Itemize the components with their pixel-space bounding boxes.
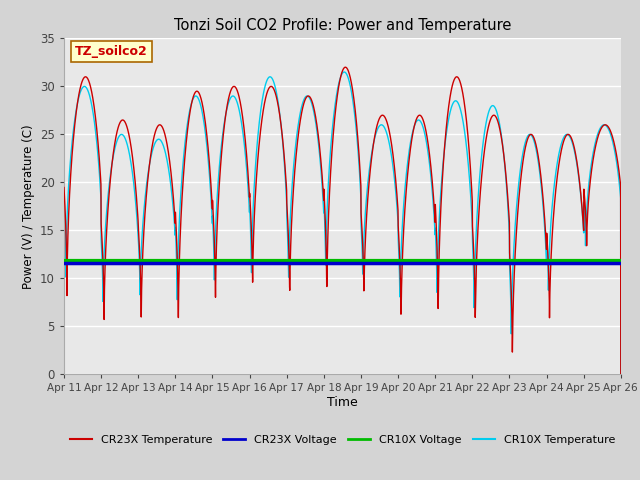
- CR10X Temperature: [298, 104, 305, 109]
- CR10X Voltage: [157, 258, 164, 264]
- CR10X Temperature: [274, 96, 282, 101]
- CR23X Voltage: [546, 261, 554, 266]
- CR23X Temperature: [546, 283, 554, 288]
- CR10X Voltage: [606, 258, 614, 264]
- Line: CR23X Temperature: CR23X Temperature: [64, 67, 621, 374]
- X-axis label: Time: Time: [327, 396, 358, 409]
- CR10X Temperature: [617, 372, 625, 377]
- CR23X Voltage: [60, 261, 68, 266]
- CR10X Temperature: [157, 137, 164, 143]
- CR23X Voltage: [157, 261, 164, 266]
- CR23X Temperature: [157, 122, 164, 128]
- CR10X Voltage: [298, 258, 305, 264]
- CR23X Voltage: [274, 261, 282, 266]
- CR10X Temperature: [340, 69, 348, 75]
- CR10X Temperature: [546, 234, 554, 240]
- CR23X Temperature: [606, 127, 614, 133]
- CR10X Voltage: [274, 258, 282, 264]
- CR23X Voltage: [298, 261, 305, 266]
- CR10X Temperature: [124, 143, 131, 148]
- Line: CR10X Temperature: CR10X Temperature: [64, 72, 621, 374]
- Text: TZ_soilco2: TZ_soilco2: [75, 45, 148, 58]
- Legend: CR23X Temperature, CR23X Voltage, CR10X Voltage, CR10X Temperature: CR23X Temperature, CR23X Voltage, CR10X …: [65, 431, 620, 449]
- CR10X Voltage: [124, 258, 131, 264]
- CR10X Voltage: [546, 258, 554, 264]
- Title: Tonzi Soil CO2 Profile: Power and Temperature: Tonzi Soil CO2 Profile: Power and Temper…: [173, 18, 511, 33]
- CR10X Temperature: [60, 200, 68, 205]
- CR10X Voltage: [617, 258, 625, 264]
- CR23X Voltage: [124, 261, 131, 266]
- CR23X Temperature: [60, 185, 68, 191]
- CR23X Temperature: [124, 126, 131, 132]
- CR23X Temperature: [298, 110, 305, 116]
- Y-axis label: Power (V) / Temperature (C): Power (V) / Temperature (C): [22, 124, 35, 288]
- CR23X Voltage: [617, 261, 625, 266]
- CR23X Temperature: [274, 99, 282, 105]
- CR23X Voltage: [606, 261, 614, 266]
- CR10X Voltage: [60, 258, 68, 264]
- CR23X Temperature: [617, 372, 625, 377]
- CR23X Temperature: [341, 64, 349, 70]
- CR10X Temperature: [606, 130, 614, 136]
